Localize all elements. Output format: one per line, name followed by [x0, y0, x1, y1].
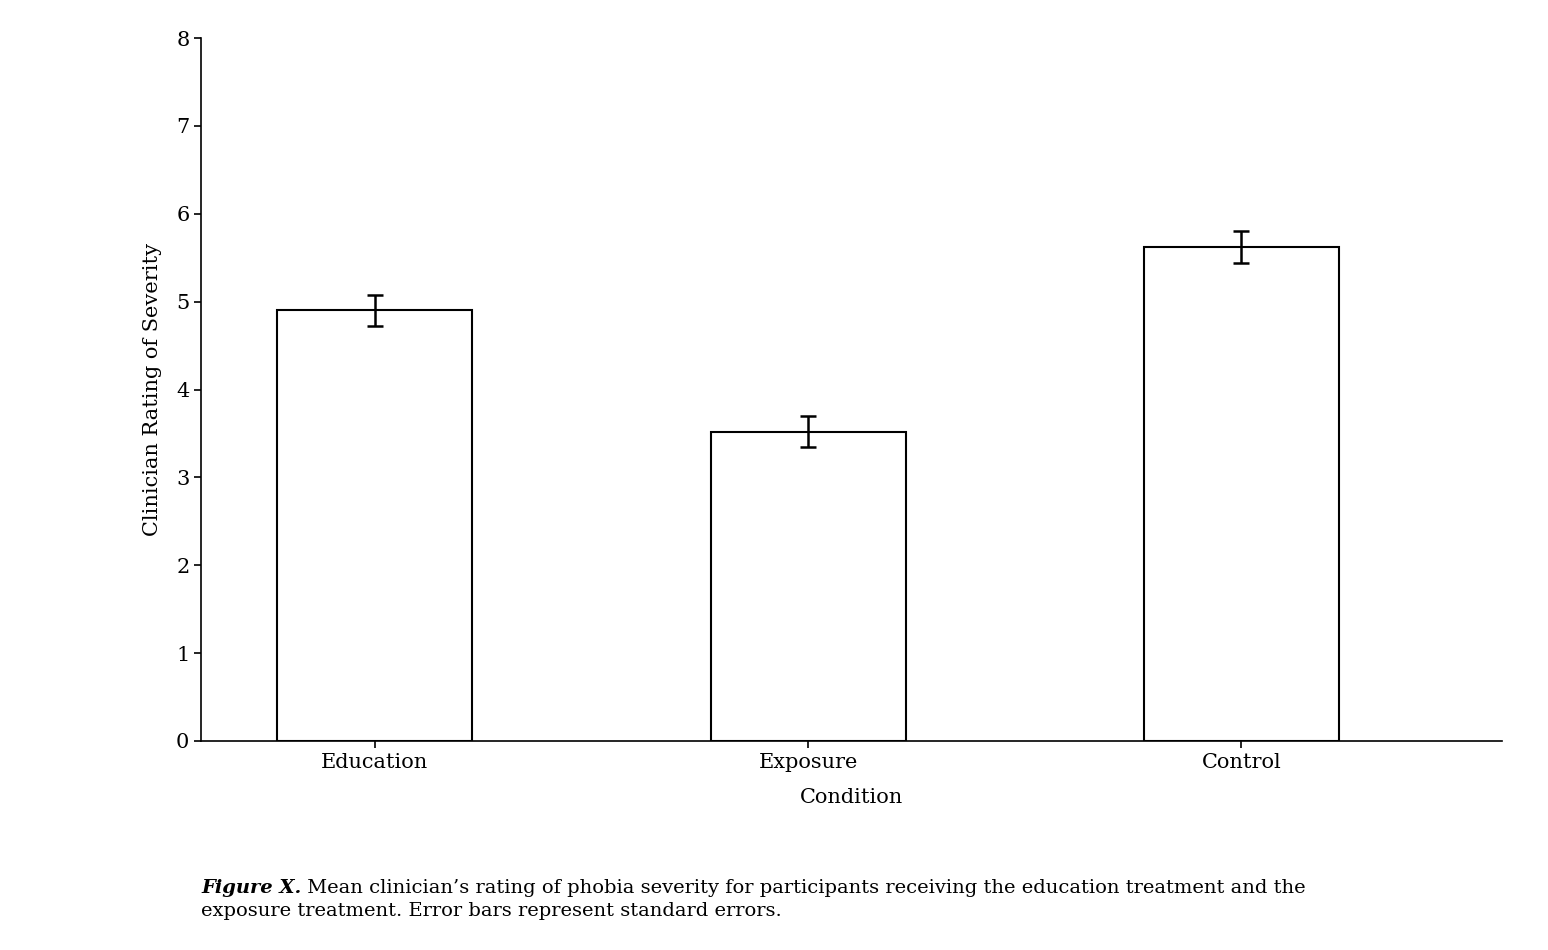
Bar [277, 311, 472, 741]
X-axis label: Condition: Condition [800, 788, 902, 808]
Y-axis label: Clinician Rating of Severity: Clinician Rating of Severity [142, 243, 163, 536]
Bar [1144, 247, 1339, 741]
Bar [711, 431, 906, 741]
Text: Figure X.: Figure X. [201, 879, 302, 897]
Text: exposure treatment. Error bars represent standard errors.: exposure treatment. Error bars represent… [201, 902, 782, 921]
Text: Mean clinician’s rating of phobia severity for participants receiving the educat: Mean clinician’s rating of phobia severi… [302, 879, 1307, 897]
